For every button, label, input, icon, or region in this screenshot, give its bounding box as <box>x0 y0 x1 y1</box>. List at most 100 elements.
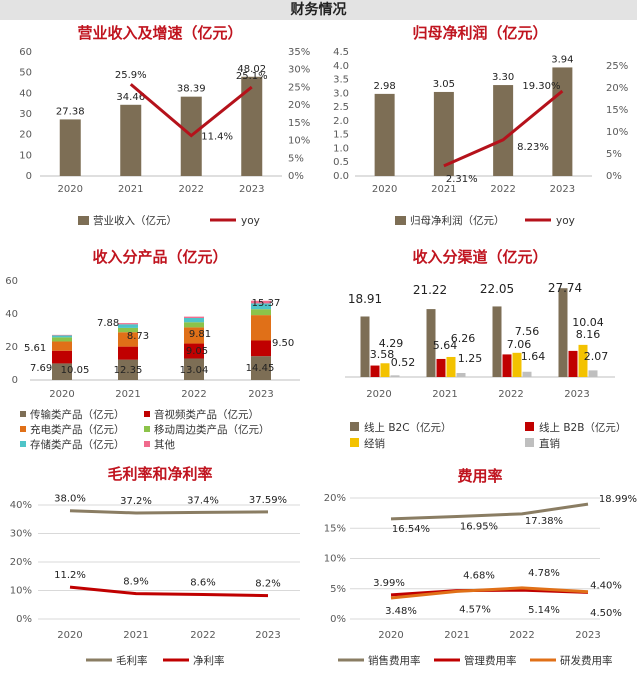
product-segment <box>184 322 204 328</box>
chart-title-margin: 毛利率和净利率 <box>107 465 212 483</box>
margin-value-label: 37.2% <box>120 496 152 507</box>
channel-bar <box>522 371 532 377</box>
legend-label-channel: 直销 <box>539 437 560 450</box>
expense-value-label: 4.68% <box>463 571 495 582</box>
product-segment <box>52 350 72 364</box>
channel-bar <box>370 365 380 377</box>
legend-label-expense: 管理费用率 <box>464 654 517 667</box>
y-tick-right: 20% <box>288 100 310 111</box>
y-tick-left: 10 <box>19 150 32 161</box>
legend-swatch-netprofit <box>395 216 406 225</box>
channel-bar <box>390 375 400 377</box>
channel-value-label: 18.91 <box>348 292 382 306</box>
legend-label-product: 充电类产品（亿元） <box>30 423 125 436</box>
y-tick-left: 2.5 <box>333 102 349 113</box>
channel-value-label: 10.04 <box>572 316 604 329</box>
x-tick: 2021 <box>123 630 148 641</box>
x-tick: 2023 <box>564 389 589 400</box>
channel-bar <box>360 316 370 377</box>
product-value-label: 13.04 <box>180 365 209 376</box>
margin-value-label: 8.9% <box>123 577 148 588</box>
legend-label-netprofit: 归母净利润（亿元） <box>410 214 505 227</box>
channel-bar <box>380 363 390 377</box>
margin-value-label: 8.2% <box>255 579 280 590</box>
y-tick-left: 0.5 <box>333 157 349 168</box>
revenue-bar <box>59 119 81 176</box>
y-tick-left: 3.5 <box>333 75 349 86</box>
x-tick: 2022 <box>490 184 515 195</box>
expense-value-label: 4.50% <box>590 608 622 619</box>
channel-bar <box>568 350 578 377</box>
x-tick: 2023 <box>550 184 575 195</box>
channel-bar <box>456 373 466 377</box>
product-value-label: 5.61 <box>24 343 46 354</box>
y-tick-right: 0% <box>288 171 304 182</box>
expense-value-label: 17.38% <box>525 516 563 527</box>
yoy-label: 25.1% <box>236 71 268 82</box>
product-value-label: 7.88 <box>97 318 119 329</box>
product-value-label: 9.81 <box>189 329 211 340</box>
channel-value-label: 5.64 <box>433 339 458 352</box>
x-tick: 2021 <box>115 389 140 400</box>
page-header: 财务情况 <box>0 0 637 20</box>
product-value-label: 9.50 <box>272 338 294 349</box>
margin-line <box>69 509 269 515</box>
expense-value-label: 4.78% <box>528 568 560 579</box>
x-tick: 2021 <box>444 630 469 641</box>
product-segment <box>184 317 204 323</box>
expense-line <box>390 586 589 600</box>
product-segment <box>184 358 204 380</box>
legend-label-product: 其他 <box>154 438 175 451</box>
x-tick: 2022 <box>179 184 204 195</box>
channel-value-label: 6.26 <box>451 332 476 345</box>
y-tick-right: 0% <box>606 171 622 182</box>
channel-bar <box>502 354 512 377</box>
product-segment <box>118 332 138 347</box>
yoy-label: 2.31% <box>446 174 478 185</box>
y-tick: 40 <box>5 309 18 320</box>
margin-line <box>69 585 269 598</box>
x-tick: 2020 <box>49 389 74 400</box>
legend-label-channel: 经销 <box>364 437 385 450</box>
legend-swatch-product <box>144 426 150 432</box>
y-tick-right: 20% <box>606 83 628 94</box>
channel-bar <box>426 309 436 377</box>
expense-value-label: 16.54% <box>392 524 430 535</box>
yoy-line <box>443 89 564 168</box>
x-tick: 2023 <box>248 389 273 400</box>
netprofit-bar <box>433 91 454 176</box>
y-tick: 0% <box>330 614 346 625</box>
product-value-label: 15.37 <box>252 298 281 309</box>
legend-label-channel: 线上 B2C（亿元） <box>364 421 452 434</box>
product-segment <box>52 335 72 338</box>
legend-label-expense: 销售费用率 <box>368 654 421 667</box>
channel-value-label: 22.05 <box>480 282 514 296</box>
y-tick: 20% <box>10 557 32 568</box>
x-tick: 2023 <box>255 630 280 641</box>
revenue-bar-label: 48.02 <box>237 64 266 75</box>
legend-swatch-product <box>144 411 150 417</box>
x-tick: 2021 <box>431 184 456 195</box>
product-value-label: 14.45 <box>246 363 275 374</box>
y-tick: 10% <box>10 586 32 597</box>
y-tick-right: 25% <box>606 61 628 72</box>
y-tick-left: 1.5 <box>333 130 349 141</box>
yoy-label: 25.9% <box>115 70 147 81</box>
channel-value-label: 3.58 <box>370 348 395 361</box>
legend-label-gross: 毛利率 <box>116 654 148 667</box>
y-tick-left: 1.0 <box>333 143 349 154</box>
y-tick-left: 4.5 <box>333 47 349 58</box>
y-tick-left: 50 <box>19 68 32 79</box>
y-tick-right: 10% <box>288 136 310 147</box>
y-tick: 10% <box>324 554 346 565</box>
y-tick-left: 0 <box>26 171 32 182</box>
product-segment <box>251 315 271 341</box>
legend-label-net: 净利率 <box>193 654 225 667</box>
product-segment <box>251 300 271 304</box>
chart-title-product: 收入分产品（亿元） <box>92 248 227 266</box>
y-tick-left: 2.0 <box>333 116 349 127</box>
y-tick: 20 <box>5 342 18 353</box>
netprofit-bar-label: 3.30 <box>492 72 514 83</box>
product-segment <box>184 343 204 359</box>
